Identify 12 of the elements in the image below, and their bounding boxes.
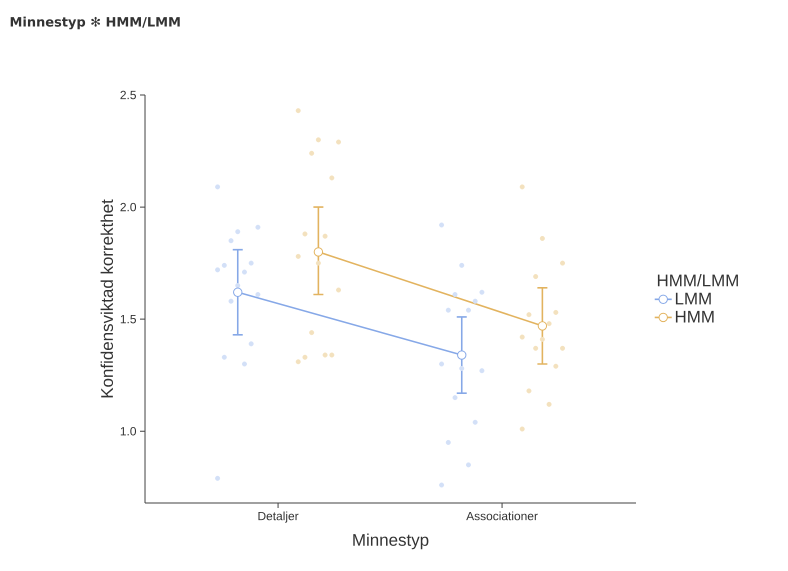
y-tick-label: 1.5: [120, 314, 136, 324]
legend-label: HMM: [676, 310, 714, 323]
x-tick-label: Associationer: [466, 512, 538, 520]
y-axis-title: Konfidensviktad korrekthet: [100, 199, 114, 398]
chart-title: Minnestyp ✻ HMM/LMM: [10, 16, 180, 30]
x-axis-title: Minnestyp: [353, 533, 428, 550]
y-tick-label: 2.5: [120, 90, 136, 100]
legend-title: HMM/LMM: [658, 274, 738, 286]
x-tick-label: Detaljer: [258, 512, 298, 523]
y-tick-label: 1.0: [120, 427, 136, 436]
legend-label: LMM: [676, 292, 711, 304]
y-tick-label: 2.0: [120, 202, 136, 212]
